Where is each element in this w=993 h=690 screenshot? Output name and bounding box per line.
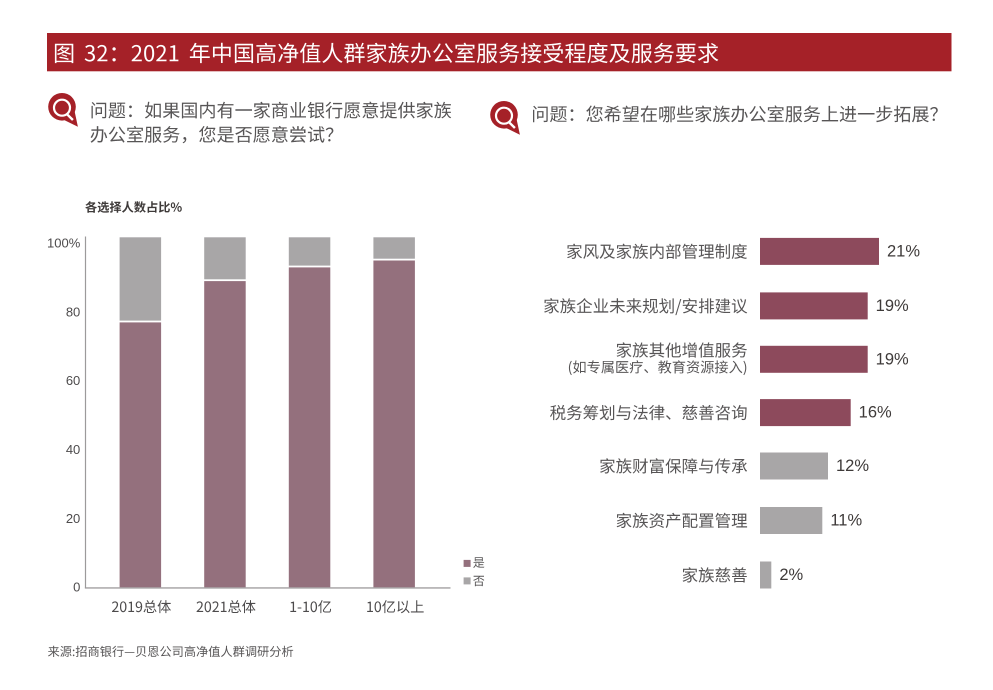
svg-text:2%: 2% [779,566,803,584]
svg-text:100%: 100% [47,236,81,251]
svg-text:19%: 19% [876,297,909,315]
svg-text:21%: 21% [887,242,920,260]
svg-text:16%: 16% [859,404,892,422]
svg-text:12%: 12% [836,457,869,475]
svg-text:19%: 19% [876,350,909,368]
svg-text:11%: 11% [830,512,862,530]
svg-text:80: 80 [66,304,80,319]
svg-text:0: 0 [73,580,80,595]
svg-text:20: 20 [66,511,80,526]
svg-text:60: 60 [66,373,80,388]
svg-text:40: 40 [66,442,80,457]
